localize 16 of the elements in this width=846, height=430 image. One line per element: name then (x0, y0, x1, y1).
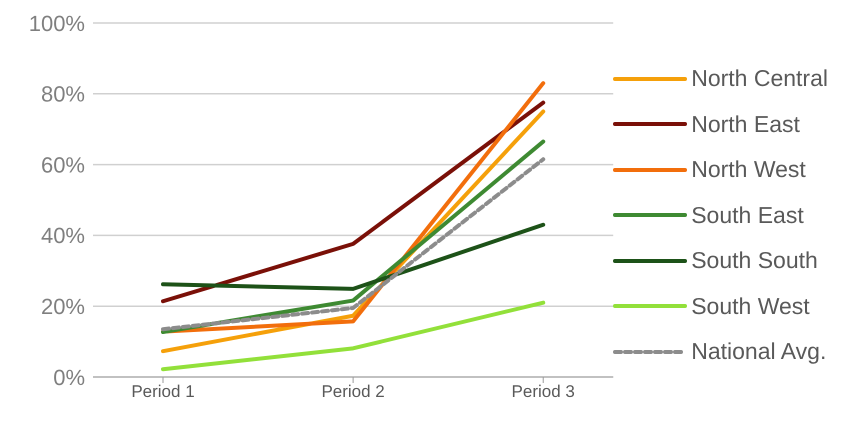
legend-label: South East (691, 202, 804, 228)
legend-label: North Central (691, 65, 828, 92)
x-tick-label: Period 3 (512, 382, 575, 402)
y-tick-label: 20% (40, 294, 85, 320)
x-tick-label: Period 2 (321, 382, 385, 402)
legend-label: North East (691, 110, 800, 138)
x-tick-label: Period 1 (131, 382, 195, 402)
legend-label: South South (691, 247, 818, 274)
y-tick-label: 60% (40, 152, 85, 178)
legend-label: National Avg. (691, 338, 826, 365)
legend-label: North West (691, 156, 806, 183)
y-tick-label: 100% (28, 10, 85, 36)
y-tick-label: 80% (40, 82, 85, 107)
y-tick-label: 40% (40, 223, 85, 248)
legend-label: South West (691, 292, 810, 320)
y-tick-label: 0% (53, 364, 85, 390)
